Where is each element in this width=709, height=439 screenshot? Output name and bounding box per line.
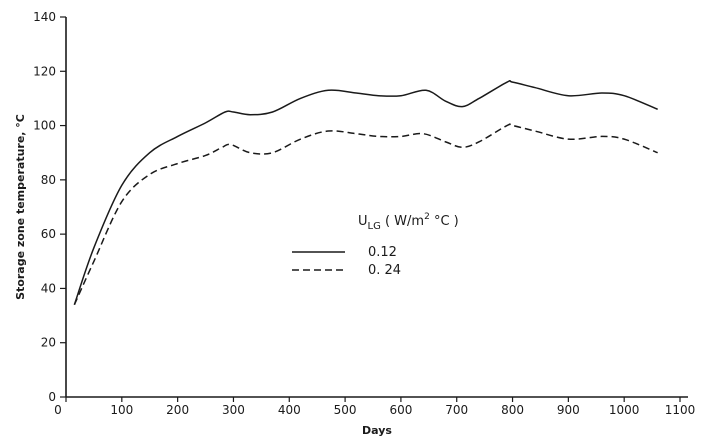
y-tick-label-100: 100 <box>33 119 56 133</box>
x-tick-label-100: 100 <box>110 403 133 417</box>
y-tick-label-20: 20 <box>41 336 56 350</box>
x-tick-label-0: 0 <box>54 403 62 417</box>
legend-title-main: U <box>358 214 368 229</box>
legend-title-units-sup: 2 <box>424 212 430 222</box>
x-tick-label-600: 600 <box>389 403 412 417</box>
legend: ULG ( W/m2 °C ) 0.12 0. 24 <box>292 212 459 278</box>
x-tick-label-200: 200 <box>166 403 189 417</box>
y-axis: 0 20 40 60 80 100 120 140 <box>33 10 67 404</box>
legend-title-sub: LG <box>368 221 381 232</box>
y-tick-label-140: 140 <box>33 10 56 24</box>
x-tick-label-300: 300 <box>222 403 245 417</box>
legend-label-series-1: 0.12 <box>368 245 397 260</box>
y-tick-label-120: 120 <box>33 64 56 78</box>
series-layer <box>73 79 658 306</box>
y-axis-label: Storage zone temperature, °C <box>14 114 27 300</box>
series-line-1 <box>73 79 658 305</box>
x-tick-label-700: 700 <box>445 403 468 417</box>
x-tick-label-900: 900 <box>557 403 580 417</box>
x-tick-label-400: 400 <box>278 403 301 417</box>
legend-title-units-suffix: °C ) <box>430 214 459 229</box>
y-tick-label-40: 40 <box>41 281 56 295</box>
x-tick-label-1000: 1000 <box>609 403 640 417</box>
y-tick-label-80: 80 <box>41 173 56 187</box>
x-tick-label-500: 500 <box>334 403 357 417</box>
x-tick-label-800: 800 <box>501 403 524 417</box>
series-line-2 <box>73 123 658 306</box>
y-tick-label-0: 0 <box>48 390 56 404</box>
x-axis: 0 100 200 300 400 500 600 700 800 900 1000 1100 <box>54 396 695 417</box>
y-ticks: 0 20 40 60 80 100 120 140 <box>33 10 66 404</box>
legend-title-units: ( W/m <box>381 214 424 229</box>
x-tick-label-1100: 1100 <box>665 403 696 417</box>
legend-title: ULG ( W/m2 °C ) <box>358 212 459 232</box>
x-ticks: 0 100 200 300 400 500 600 700 800 900 1000 1100 <box>54 397 695 417</box>
x-axis-label: Days <box>362 424 392 437</box>
y-tick-label-60: 60 <box>41 227 56 241</box>
legend-label-series-2: 0. 24 <box>368 263 401 278</box>
